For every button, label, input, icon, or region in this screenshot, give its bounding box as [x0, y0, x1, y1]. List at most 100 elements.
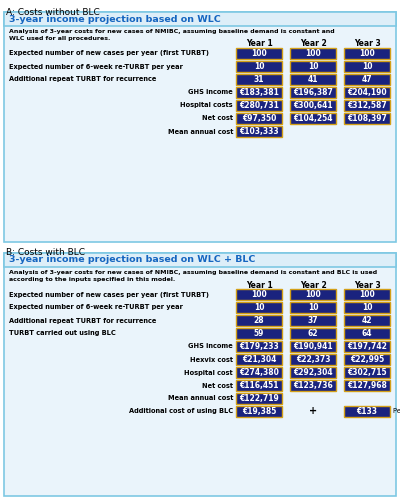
FancyBboxPatch shape [290, 341, 336, 352]
FancyBboxPatch shape [236, 341, 282, 352]
Text: €204,190: €204,190 [347, 88, 387, 97]
FancyBboxPatch shape [290, 302, 336, 313]
Text: 100: 100 [359, 290, 375, 299]
FancyBboxPatch shape [290, 354, 336, 365]
Text: 47: 47 [362, 75, 372, 84]
FancyBboxPatch shape [290, 48, 336, 59]
Text: GHS income: GHS income [188, 344, 233, 349]
FancyBboxPatch shape [236, 380, 282, 391]
Text: Hospital cost: Hospital cost [184, 370, 233, 376]
Text: Per patient: Per patient [393, 408, 400, 414]
Text: 42: 42 [362, 316, 372, 325]
Text: 10: 10 [308, 303, 318, 312]
Text: Mean annual cost: Mean annual cost [168, 128, 233, 134]
Text: Year 1: Year 1 [246, 40, 272, 48]
FancyBboxPatch shape [344, 61, 390, 72]
FancyBboxPatch shape [290, 87, 336, 98]
FancyBboxPatch shape [290, 74, 336, 85]
Text: €312,587: €312,587 [347, 101, 387, 110]
Text: €108,397: €108,397 [347, 114, 387, 123]
Text: €116,451: €116,451 [239, 381, 279, 390]
Text: Net cost: Net cost [202, 116, 233, 121]
Text: €190,941: €190,941 [293, 342, 333, 351]
Text: Mean annual cost: Mean annual cost [168, 396, 233, 402]
Text: Year 3: Year 3 [354, 40, 380, 48]
Text: €300,641: €300,641 [293, 101, 333, 110]
FancyBboxPatch shape [4, 253, 396, 267]
FancyBboxPatch shape [290, 100, 336, 111]
FancyBboxPatch shape [290, 61, 336, 72]
Text: Year 2: Year 2 [300, 40, 326, 48]
Text: Expected number of new cases per year (first TURBT): Expected number of new cases per year (f… [9, 50, 209, 56]
Text: WLC used for all procedures.: WLC used for all procedures. [9, 36, 110, 41]
FancyBboxPatch shape [4, 12, 396, 26]
Text: €197,742: €197,742 [347, 342, 387, 351]
FancyBboxPatch shape [236, 354, 282, 365]
Text: Year 2: Year 2 [300, 280, 326, 289]
Text: 3-year income projection based on WLC + BLC: 3-year income projection based on WLC + … [9, 256, 255, 264]
Text: 28: 28 [254, 316, 264, 325]
Text: 37: 37 [308, 316, 318, 325]
FancyBboxPatch shape [236, 61, 282, 72]
FancyBboxPatch shape [290, 289, 336, 300]
Text: €127,968: €127,968 [347, 381, 387, 390]
FancyBboxPatch shape [4, 253, 396, 496]
FancyBboxPatch shape [344, 328, 390, 339]
Text: €21,304: €21,304 [242, 355, 276, 364]
FancyBboxPatch shape [344, 74, 390, 85]
FancyBboxPatch shape [344, 367, 390, 378]
Text: €19,385: €19,385 [242, 407, 276, 416]
Text: Year 3: Year 3 [354, 280, 380, 289]
Text: €123,736: €123,736 [293, 381, 333, 390]
Text: €196,387: €196,387 [293, 88, 333, 97]
FancyBboxPatch shape [344, 87, 390, 98]
Text: Additional repeat TURBT for recurrence: Additional repeat TURBT for recurrence [9, 318, 156, 324]
Text: 10: 10 [362, 303, 372, 312]
FancyBboxPatch shape [290, 315, 336, 326]
Text: 59: 59 [254, 329, 264, 338]
Text: GHS income: GHS income [188, 90, 233, 96]
Text: A: Costs without BLC: A: Costs without BLC [6, 8, 100, 17]
Text: 100: 100 [359, 49, 375, 58]
FancyBboxPatch shape [236, 393, 282, 404]
FancyBboxPatch shape [236, 87, 282, 98]
FancyBboxPatch shape [344, 48, 390, 59]
Text: 100: 100 [305, 290, 321, 299]
Text: Additional repeat TURBT for recurrence: Additional repeat TURBT for recurrence [9, 76, 156, 82]
FancyBboxPatch shape [344, 100, 390, 111]
FancyBboxPatch shape [236, 302, 282, 313]
Text: 64: 64 [362, 329, 372, 338]
Text: 10: 10 [254, 303, 264, 312]
Text: 3-year income projection based on WLC: 3-year income projection based on WLC [9, 14, 221, 24]
FancyBboxPatch shape [290, 328, 336, 339]
Text: 10: 10 [254, 62, 264, 71]
FancyBboxPatch shape [344, 406, 390, 417]
FancyBboxPatch shape [290, 113, 336, 124]
Text: €280,731: €280,731 [239, 101, 279, 110]
Text: Expected number of 6-week re-TURBT per year: Expected number of 6-week re-TURBT per y… [9, 64, 183, 70]
FancyBboxPatch shape [236, 74, 282, 85]
Text: Year 1: Year 1 [246, 280, 272, 289]
Text: €292,304: €292,304 [293, 368, 333, 377]
Text: €179,233: €179,233 [239, 342, 279, 351]
FancyBboxPatch shape [236, 328, 282, 339]
Text: Analysis of 3-year costs for new cases of NMIBC, assuming baseline demand is con: Analysis of 3-year costs for new cases o… [9, 29, 335, 34]
Text: Expected number of 6-week re-TURBT per year: Expected number of 6-week re-TURBT per y… [9, 304, 183, 310]
Text: €122,719: €122,719 [239, 394, 279, 403]
Text: 100: 100 [251, 290, 267, 299]
Text: +: + [309, 406, 317, 416]
FancyBboxPatch shape [236, 315, 282, 326]
Text: Expected number of new cases per year (first TURBT): Expected number of new cases per year (f… [9, 292, 209, 298]
FancyBboxPatch shape [236, 113, 282, 124]
FancyBboxPatch shape [344, 380, 390, 391]
Text: 10: 10 [308, 62, 318, 71]
FancyBboxPatch shape [236, 100, 282, 111]
Text: Hospital costs: Hospital costs [180, 102, 233, 108]
Text: 100: 100 [251, 49, 267, 58]
Text: €274,380: €274,380 [239, 368, 279, 377]
Text: Hexvix cost: Hexvix cost [190, 356, 233, 362]
Text: according to the inputs specified in this model.: according to the inputs specified in thi… [9, 277, 175, 282]
FancyBboxPatch shape [290, 367, 336, 378]
FancyBboxPatch shape [236, 406, 282, 417]
FancyBboxPatch shape [4, 12, 396, 242]
